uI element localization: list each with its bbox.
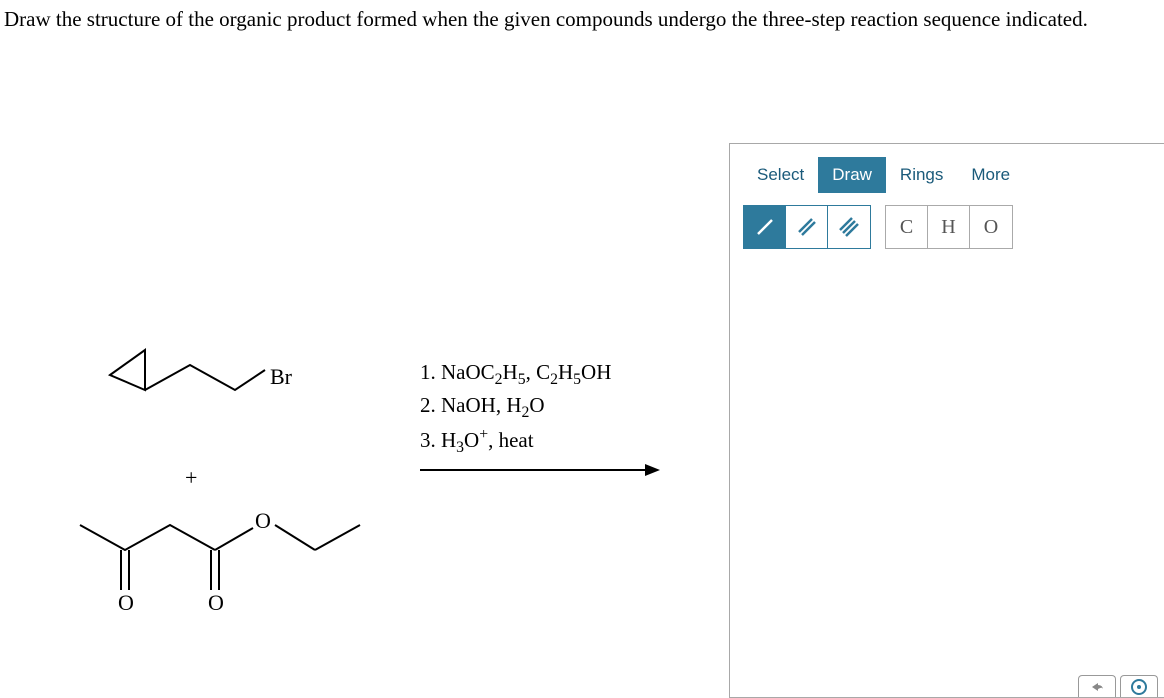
undo-button[interactable] — [1078, 675, 1116, 697]
svg-text:O: O — [208, 590, 224, 615]
help-button[interactable] — [1120, 675, 1158, 697]
undo-icon — [1088, 680, 1106, 694]
reaction-conditions: 1. NaOC2H5, C2H5OH 2. NaOH, H2O 3. H3O+,… — [420, 358, 611, 460]
mode-tabs: Select Draw Rings More — [730, 144, 1164, 199]
atom-h-button[interactable]: H — [928, 206, 970, 248]
triple-bond-button[interactable] — [828, 206, 870, 248]
atom-o-button[interactable]: O — [970, 206, 1012, 248]
br-label: Br — [270, 364, 292, 390]
triple-bond-icon — [837, 215, 861, 239]
svg-text:O: O — [255, 510, 271, 533]
tab-rings[interactable]: Rings — [886, 157, 957, 193]
double-bond-button[interactable] — [786, 206, 828, 248]
single-bond-button[interactable] — [744, 206, 786, 248]
double-bond-icon — [795, 215, 819, 239]
tab-more[interactable]: More — [957, 157, 1024, 193]
help-icon — [1131, 679, 1147, 695]
drawing-panel: Select Draw Rings More — [729, 143, 1164, 698]
plus-sign: + — [185, 465, 197, 491]
reactant-2-structure: O O O — [70, 510, 370, 625]
atom-group: C H O — [885, 205, 1013, 249]
condition-line-3: 3. H3O+, heat — [420, 424, 611, 459]
atom-c-button[interactable]: C — [886, 206, 928, 248]
reactant-1-structure — [100, 340, 280, 415]
single-bond-icon — [753, 215, 777, 239]
condition-line-2: 2. NaOH, H2O — [420, 391, 611, 424]
tab-draw[interactable]: Draw — [818, 157, 886, 193]
condition-line-1: 1. NaOC2H5, C2H5OH — [420, 358, 611, 391]
bond-group — [743, 205, 871, 249]
svg-text:O: O — [118, 590, 134, 615]
reaction-arrow — [420, 460, 665, 485]
canvas-bottom-bar — [730, 671, 1164, 697]
question-text: Draw the structure of the organic produc… — [4, 4, 1154, 36]
tool-buttons: C H O — [730, 199, 1164, 262]
tab-select[interactable]: Select — [743, 157, 818, 193]
